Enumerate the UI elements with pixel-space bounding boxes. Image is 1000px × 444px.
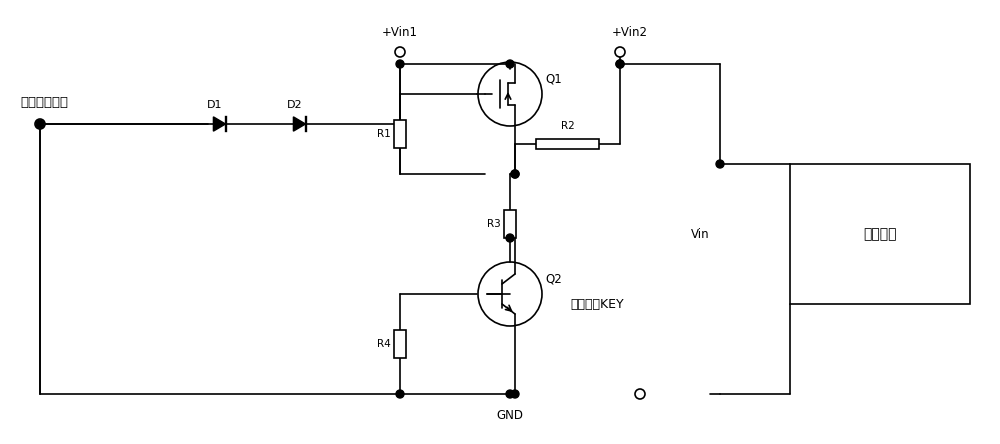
Circle shape: [506, 60, 514, 68]
Circle shape: [511, 170, 519, 178]
Circle shape: [506, 390, 514, 398]
Text: GND: GND: [496, 409, 524, 422]
Circle shape: [511, 170, 519, 178]
Polygon shape: [213, 117, 226, 131]
Bar: [790, 164, 970, 304]
Text: R1: R1: [377, 129, 391, 139]
Polygon shape: [293, 117, 306, 131]
Circle shape: [36, 120, 44, 128]
Text: D2: D2: [287, 100, 303, 110]
Text: Q2: Q2: [545, 273, 562, 285]
Text: 开关信号KEY: 开关信号KEY: [570, 297, 624, 310]
Bar: [394, 120, 406, 148]
Circle shape: [396, 60, 404, 68]
Text: R2: R2: [561, 121, 574, 131]
Circle shape: [511, 390, 519, 398]
Bar: [504, 210, 516, 238]
Bar: [394, 330, 406, 358]
Text: 功能电路: 功能电路: [863, 227, 897, 241]
Text: D1: D1: [207, 100, 223, 110]
Circle shape: [716, 160, 724, 168]
Text: +Vin2: +Vin2: [612, 26, 648, 39]
Circle shape: [616, 60, 624, 68]
Bar: [536, 139, 599, 149]
Circle shape: [615, 47, 625, 57]
Text: Vin: Vin: [691, 227, 710, 241]
Circle shape: [506, 234, 514, 242]
Text: R3: R3: [487, 219, 501, 229]
Circle shape: [396, 390, 404, 398]
Circle shape: [395, 47, 405, 57]
Circle shape: [616, 60, 624, 68]
Text: +Vin1: +Vin1: [382, 26, 418, 39]
Text: Q1: Q1: [545, 72, 562, 86]
Text: 外加开关信号: 外加开关信号: [20, 96, 68, 109]
Text: R4: R4: [377, 339, 391, 349]
Circle shape: [635, 389, 645, 399]
Circle shape: [35, 119, 45, 129]
